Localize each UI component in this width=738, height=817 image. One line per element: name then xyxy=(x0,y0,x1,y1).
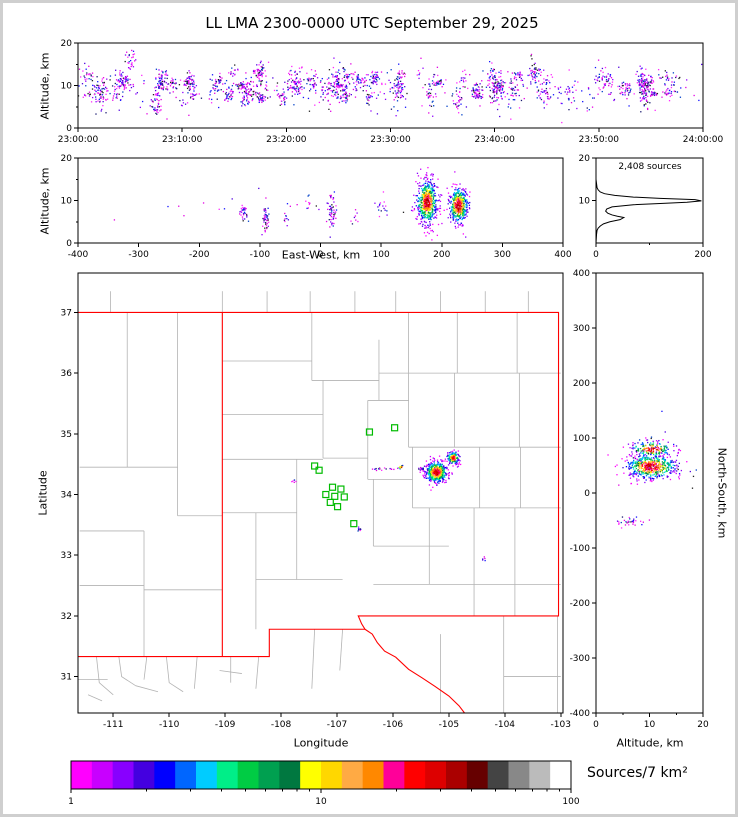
svg-text:20: 20 xyxy=(61,154,73,164)
map-layer xyxy=(78,291,561,713)
svg-text:-106: -106 xyxy=(383,720,404,730)
svg-text:-103: -103 xyxy=(551,720,571,730)
svg-text:20: 20 xyxy=(61,39,73,49)
lma-figure-canvas: 23:00:00 23:10:00 23:20:00 23:30:00 23:40:00… xyxy=(58,39,724,807)
map-xlabel: Longitude xyxy=(293,736,349,750)
svg-text:0: 0 xyxy=(593,250,599,260)
time-height-ylabel: Altitude, km xyxy=(38,52,52,120)
ns-height-points xyxy=(607,410,697,529)
svg-text:24:00:00: 24:00:00 xyxy=(683,135,724,145)
svg-text:-100: -100 xyxy=(250,250,271,260)
figure-title: LL LMA 2300-0000 UTC September 29, 2025 xyxy=(205,14,539,32)
svg-text:34: 34 xyxy=(61,491,73,501)
svg-text:400: 400 xyxy=(554,250,571,260)
colorbar xyxy=(70,760,572,790)
svg-text:-200: -200 xyxy=(189,250,210,260)
svg-text:-300: -300 xyxy=(128,250,149,260)
svg-text:23:20:00: 23:20:00 xyxy=(266,135,307,145)
ew-height-points xyxy=(113,166,471,241)
ew-height-ylabel: Altitude, km xyxy=(38,167,52,235)
svg-text:0: 0 xyxy=(318,250,324,260)
svg-text:-107: -107 xyxy=(327,720,347,730)
svg-text:35: 35 xyxy=(61,430,72,440)
ns-height-ylabel: North-South, km xyxy=(715,447,729,539)
map-ylabel: Latitude xyxy=(36,470,50,516)
svg-text:200: 200 xyxy=(694,250,711,260)
sources-count-annotation: 2,408 sources xyxy=(618,162,682,172)
svg-text:-105: -105 xyxy=(439,720,459,730)
svg-text:200: 200 xyxy=(433,250,450,260)
svg-text:-104: -104 xyxy=(495,720,516,730)
svg-text:0: 0 xyxy=(66,124,72,134)
svg-text:23:10:00: 23:10:00 xyxy=(162,135,203,145)
svg-text:20: 20 xyxy=(579,154,591,164)
svg-text:32: 32 xyxy=(61,612,72,622)
svg-text:23:40:00: 23:40:00 xyxy=(474,135,515,145)
altitude-histogram-line xyxy=(596,158,702,243)
svg-text:-400: -400 xyxy=(68,250,89,260)
time-height-points xyxy=(78,49,703,124)
svg-text:-111: -111 xyxy=(103,720,123,730)
svg-text:33: 33 xyxy=(61,551,72,561)
svg-text:23:50:00: 23:50:00 xyxy=(579,135,620,145)
svg-text:31: 31 xyxy=(61,673,72,683)
svg-text:-109: -109 xyxy=(215,720,236,730)
svg-text:-108: -108 xyxy=(271,720,292,730)
svg-text:0: 0 xyxy=(66,239,72,249)
ns-height-xlabel: Altitude, km xyxy=(616,736,684,750)
colorbar-label: Sources/7 km² xyxy=(587,765,688,781)
ew-height-xlabel: East-West, km xyxy=(281,248,361,262)
svg-text:10: 10 xyxy=(579,197,591,207)
svg-text:100: 100 xyxy=(373,250,390,260)
svg-text:300: 300 xyxy=(494,250,511,260)
svg-text:23:00:00: 23:00:00 xyxy=(58,135,99,145)
svg-text:23:30:00: 23:30:00 xyxy=(370,135,411,145)
svg-text:-110: -110 xyxy=(159,720,180,730)
svg-text:10: 10 xyxy=(61,82,73,92)
svg-text:10: 10 xyxy=(61,197,73,207)
